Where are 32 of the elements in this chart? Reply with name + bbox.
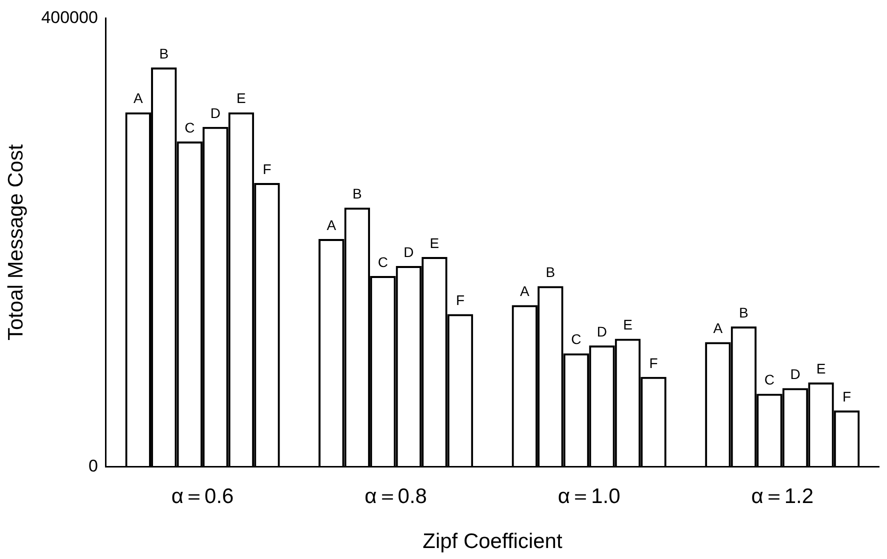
text: E xyxy=(816,360,826,376)
text: F xyxy=(842,388,852,404)
text: D xyxy=(596,323,608,340)
text: E xyxy=(236,90,246,106)
text: A xyxy=(520,283,530,300)
series-label: C xyxy=(184,119,195,136)
text: C xyxy=(378,254,388,270)
series-label: A xyxy=(326,216,337,233)
text: C xyxy=(764,372,775,388)
x-tick-label: α＝1.2 xyxy=(751,484,814,508)
y-tick-label: 0 xyxy=(88,456,98,476)
text: B xyxy=(159,45,169,62)
text: A xyxy=(713,320,723,336)
text: E xyxy=(430,234,440,251)
text: B xyxy=(352,186,362,202)
series-label: F xyxy=(456,292,465,308)
x-tick-label: α＝0.6 xyxy=(171,484,234,508)
series-label: E xyxy=(623,316,632,333)
text: B xyxy=(739,304,748,320)
series-label: D xyxy=(404,244,414,260)
text: D xyxy=(210,104,221,121)
x-tick-label: α＝1.0 xyxy=(558,484,620,508)
series-label: B xyxy=(546,264,556,280)
text: F xyxy=(649,354,658,371)
x-axis-title: Zipf Coefficient xyxy=(422,530,562,554)
text: C xyxy=(571,331,582,348)
text: F xyxy=(262,160,272,177)
text: D xyxy=(790,366,800,382)
text: A xyxy=(133,90,143,106)
y-axis-title: Totoal Message Cost xyxy=(4,144,28,340)
x-tick-label: α＝0.8 xyxy=(364,484,427,508)
y-tick-label: 400000 xyxy=(41,8,98,27)
